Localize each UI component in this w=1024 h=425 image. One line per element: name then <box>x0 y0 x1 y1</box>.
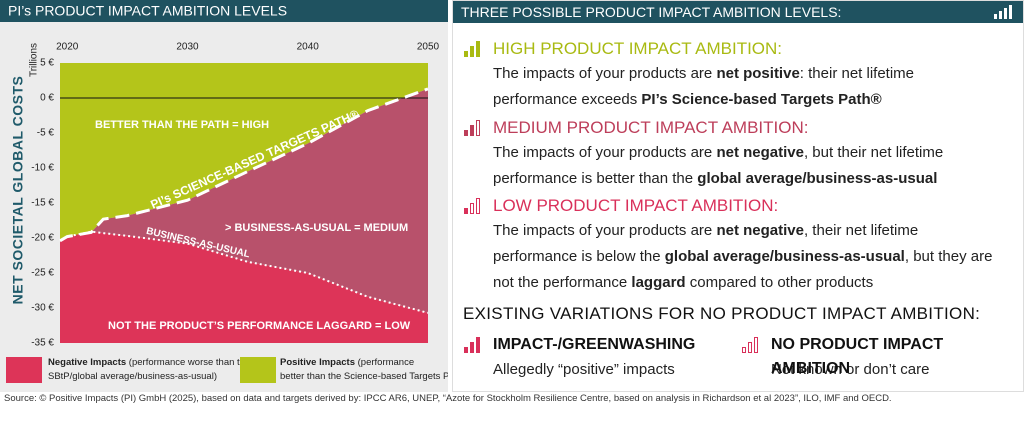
variation-title-text: NO PRODUCT IMPACT AMBITION <box>771 336 944 377</box>
emphasis: net negative <box>716 144 804 161</box>
region-label: BETTER THAN THE PATH = HIGH <box>95 119 269 131</box>
chart: PI’s PRODUCT IMPACT AMBITION LEVELS NET … <box>0 0 448 383</box>
legend-description: (performance <box>358 357 415 368</box>
legend-label: Negative Impacts <box>48 357 126 368</box>
y-tick-label: -15 € <box>31 198 54 209</box>
level-text: The impacts of your products are net neg… <box>461 140 993 192</box>
variation-title: NO PRODUCT IMPACT AMBITION <box>741 333 1023 377</box>
ambition-level: HIGH PRODUCT IMPACT AMBITION: The impacts… <box>461 37 1016 113</box>
legend-text: Negative Impacts (performance worse than… <box>48 357 250 368</box>
legend-description: (performance worse than the <box>129 357 250 368</box>
legend-description: better than the Science-based Targets Pa… <box>280 371 448 382</box>
level-icon <box>464 120 480 136</box>
emphasis: PI’s Science-based Targets Path® <box>641 91 882 108</box>
level-icon <box>464 41 480 57</box>
text-panel: THREE POSSIBLE PRODUCT IMPACT AMBITION L… <box>452 0 1024 392</box>
x-tick-label: 2020 <box>56 42 79 53</box>
y-tick-label: -25 € <box>31 268 54 279</box>
level-icon <box>742 337 758 353</box>
emphasis: laggard <box>631 274 686 291</box>
y-tick-label: -35 € <box>31 338 54 349</box>
legend-text: better than the Science-based Targets Pa… <box>280 371 448 382</box>
level-title: HIGH PRODUCT IMPACT AMBITION: <box>461 37 1016 61</box>
variation-title-text: IMPACT-/GREENWASHING <box>493 336 696 353</box>
x-tick-label: 2050 <box>417 42 440 53</box>
panel-header: THREE POSSIBLE PRODUCT IMPACT AMBITION L… <box>453 1 1023 23</box>
legend-text: SBtP/global average/business-as-usual) <box>48 371 217 382</box>
emphasis: net negative <box>716 222 804 239</box>
y-tick-label: 5 € <box>40 58 54 69</box>
text-segment: , their net lifetime performance is belo… <box>493 222 919 265</box>
legend-swatch <box>6 357 42 383</box>
level-title-text: LOW PRODUCT IMPACT AMBITION: <box>493 196 779 215</box>
text-segment: , but they are not the performance <box>493 248 993 291</box>
level-title: MEDIUM PRODUCT IMPACT AMBITION: <box>461 116 1016 140</box>
y-tick-label: -20 € <box>31 233 54 244</box>
y-tick-label: -10 € <box>31 163 54 174</box>
x-tick-label: 2030 <box>176 42 199 53</box>
area-high <box>60 63 428 241</box>
chart-header <box>0 0 448 22</box>
legend-text: Positive Impacts (performance <box>280 357 414 368</box>
emphasis: net positive <box>716 65 800 82</box>
chart-title: PI’s PRODUCT IMPACT AMBITION LEVELS <box>8 3 287 19</box>
source-note: Source: © Positive Impacts (PI) GmbH (20… <box>4 393 892 404</box>
level-text: The impacts of your products are net neg… <box>461 218 993 296</box>
y-unit: Trillions <box>29 43 40 77</box>
series-line <box>59 87 429 243</box>
level-title-text: MEDIUM PRODUCT IMPACT AMBITION: <box>493 118 809 137</box>
text-segment: The impacts of your products are <box>493 144 717 161</box>
level-text: The impacts of your products are net pos… <box>461 61 993 113</box>
y-tick-label: -5 € <box>37 128 55 139</box>
emphasis: global average/business-as-usual <box>697 170 938 187</box>
panel-title: THREE POSSIBLE PRODUCT IMPACT AMBITION L… <box>461 4 842 20</box>
variations-title: EXISTING VARIATIONS FOR NO PRODUCT IMPAC… <box>463 304 981 323</box>
variation: NO PRODUCT IMPACT AMBITION Not known or d… <box>741 333 1023 383</box>
legend-description: SBtP/global average/business-as-usual) <box>48 371 217 382</box>
variation-text: Not known or don’t care <box>771 361 930 378</box>
level-title-text: HIGH PRODUCT IMPACT AMBITION: <box>493 39 783 58</box>
emphasis: global average/business-as-usual <box>664 248 905 265</box>
y-tick-label: 0 € <box>40 93 54 104</box>
series-line <box>59 230 429 314</box>
ambition-level: LOW PRODUCT IMPACT AMBITION: The impacts … <box>461 194 1016 296</box>
level-title: LOW PRODUCT IMPACT AMBITION: <box>461 194 1016 218</box>
y-tick-label: -30 € <box>31 303 54 314</box>
text-segment: , but their net lifetime performance is … <box>493 144 944 187</box>
text-segment: The impacts of your products are <box>493 65 717 82</box>
x-tick-label: 2040 <box>297 42 320 53</box>
ambition-level: MEDIUM PRODUCT IMPACT AMBITION: The impac… <box>461 116 1016 192</box>
text-segment: compared to other products <box>685 274 874 291</box>
legend-swatch <box>240 357 276 383</box>
header-icon <box>994 5 1012 19</box>
area-medium <box>60 88 428 313</box>
region-label: > BUSINESS-AS-USUAL = MEDIUM <box>225 222 408 234</box>
y-axis-title: NET SOCIETAL GLOBAL COSTS <box>10 76 26 305</box>
variation: IMPACT-/GREENWASHING Allegedly “positive”… <box>463 333 695 383</box>
area-low <box>60 231 428 343</box>
variation-text: Allegedly “positive” impacts <box>493 361 675 378</box>
level-icon <box>464 337 480 353</box>
text-segment: The impacts of your products are <box>493 222 717 239</box>
variation-title: IMPACT-/GREENWASHING <box>463 333 695 357</box>
legend-label: Positive Impacts <box>280 357 355 368</box>
text-segment: : their net lifetime performance exceeds <box>493 65 915 108</box>
region-label: NOT THE PRODUCT’S PERFORMANCE LAGGARD = … <box>108 320 411 332</box>
chart-panel: PI’s PRODUCT IMPACT AMBITION LEVELS NET … <box>0 0 448 392</box>
level-icon <box>464 198 480 214</box>
